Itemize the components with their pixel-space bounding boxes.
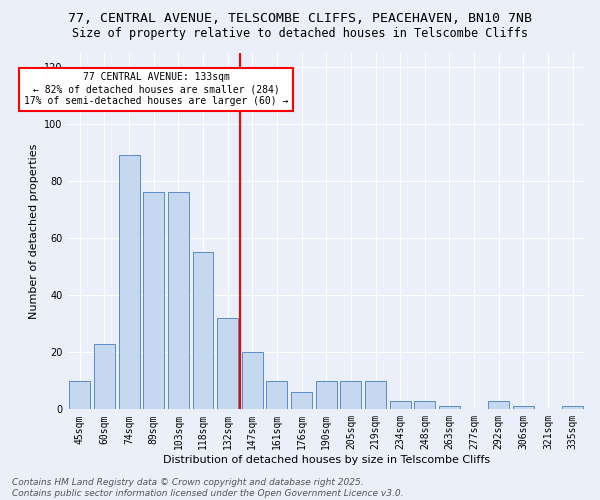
- Bar: [562, 406, 583, 410]
- Bar: [316, 381, 337, 410]
- Bar: [119, 156, 140, 410]
- Bar: [217, 318, 238, 410]
- Bar: [365, 381, 386, 410]
- Bar: [439, 406, 460, 410]
- Bar: [94, 344, 115, 409]
- Bar: [291, 392, 312, 409]
- Bar: [242, 352, 263, 410]
- Text: 77 CENTRAL AVENUE: 133sqm
← 82% of detached houses are smaller (284)
17% of semi: 77 CENTRAL AVENUE: 133sqm ← 82% of detac…: [24, 72, 289, 106]
- X-axis label: Distribution of detached houses by size in Telscombe Cliffs: Distribution of detached houses by size …: [163, 455, 490, 465]
- Bar: [193, 252, 214, 410]
- Bar: [266, 381, 287, 410]
- Text: Contains HM Land Registry data © Crown copyright and database right 2025.
Contai: Contains HM Land Registry data © Crown c…: [12, 478, 404, 498]
- Bar: [143, 192, 164, 410]
- Bar: [415, 401, 435, 409]
- Text: Size of property relative to detached houses in Telscombe Cliffs: Size of property relative to detached ho…: [72, 28, 528, 40]
- Bar: [70, 381, 90, 410]
- Bar: [168, 192, 189, 410]
- Text: 77, CENTRAL AVENUE, TELSCOMBE CLIFFS, PEACEHAVEN, BN10 7NB: 77, CENTRAL AVENUE, TELSCOMBE CLIFFS, PE…: [68, 12, 532, 26]
- Bar: [389, 401, 410, 409]
- Bar: [488, 401, 509, 409]
- Bar: [340, 381, 361, 410]
- Y-axis label: Number of detached properties: Number of detached properties: [29, 143, 38, 318]
- Bar: [513, 406, 534, 410]
